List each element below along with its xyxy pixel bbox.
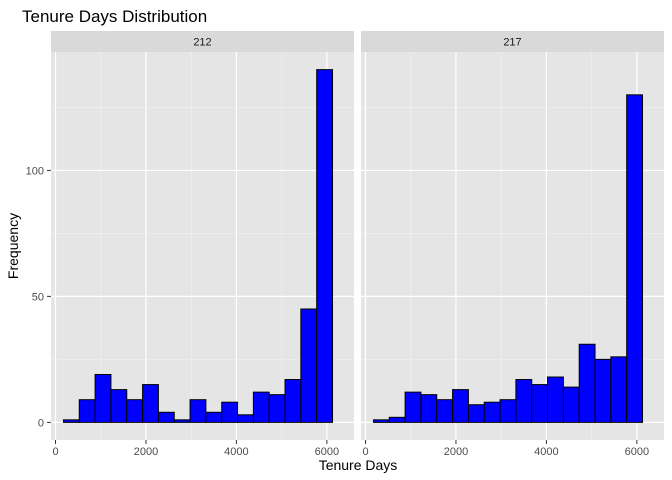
histogram-bar bbox=[237, 414, 254, 423]
facet-panel: 217 0 2000 4000 6000 bbox=[361, 31, 664, 458]
histogram-bar bbox=[515, 379, 533, 423]
x-tick-label: 0 bbox=[362, 446, 368, 458]
histogram-bar bbox=[372, 419, 390, 423]
histogram-bar bbox=[221, 401, 239, 423]
x-tick-label: 6000 bbox=[625, 446, 649, 458]
histogram-bar bbox=[110, 389, 128, 423]
histogram-bar bbox=[189, 399, 207, 423]
x-axis-title: Tenure Days bbox=[319, 457, 398, 473]
histogram-bar bbox=[499, 399, 517, 423]
y-tick-label: 50 bbox=[32, 291, 44, 303]
histogram-bar bbox=[420, 394, 438, 423]
x-tick-label: 2000 bbox=[444, 446, 468, 458]
y-tick-label: 100 bbox=[26, 165, 44, 177]
histogram-bar bbox=[388, 416, 406, 423]
facet-strip bbox=[361, 31, 664, 52]
histogram-bar bbox=[78, 399, 96, 423]
facet-strip-label: 212 bbox=[193, 37, 211, 49]
x-tick-label: 6000 bbox=[315, 446, 339, 458]
histogram-bar bbox=[452, 389, 469, 423]
facet-panels: 212 0 2000 4000 6000 0 50 100 217 0 2000 4000 6000 bbox=[26, 31, 664, 458]
histogram-bar bbox=[173, 419, 191, 423]
chart-title: Tenure Days Distribution bbox=[22, 7, 207, 26]
histogram-bar bbox=[300, 308, 318, 423]
y-axis-title: Frequency bbox=[5, 213, 21, 279]
y-tick-label: 0 bbox=[38, 417, 44, 429]
histogram-bar bbox=[404, 391, 422, 423]
histogram-bar bbox=[268, 394, 286, 423]
x-tick-label: 4000 bbox=[224, 446, 248, 458]
histogram-bar bbox=[483, 401, 501, 423]
histogram-bar bbox=[610, 356, 628, 423]
facet-strip-label: 217 bbox=[503, 37, 521, 49]
histogram-bar bbox=[547, 376, 564, 423]
histogram-bar bbox=[578, 343, 596, 423]
x-tick-label: 2000 bbox=[134, 446, 158, 458]
histogram-bar bbox=[142, 384, 159, 423]
histogram-bar bbox=[594, 358, 612, 423]
x-tick-label: 0 bbox=[52, 446, 58, 458]
histogram-bar bbox=[126, 399, 144, 423]
histogram-bar bbox=[252, 391, 270, 423]
x-tick-label: 4000 bbox=[534, 446, 558, 458]
histogram-bar bbox=[62, 419, 80, 423]
facet-panel: 212 0 2000 4000 6000 0 50 100 bbox=[26, 31, 354, 458]
histogram-bar bbox=[205, 411, 223, 423]
histogram-bar bbox=[284, 379, 302, 423]
histogram-bar bbox=[94, 373, 112, 423]
facet-strip bbox=[51, 31, 354, 52]
histogram-bar bbox=[316, 69, 334, 423]
histogram-bar bbox=[562, 386, 580, 423]
histogram-bar bbox=[467, 404, 485, 423]
histogram-bar bbox=[531, 384, 549, 423]
histogram-bar bbox=[626, 94, 644, 423]
histogram-bar bbox=[436, 399, 454, 423]
histogram-bar bbox=[157, 411, 175, 423]
